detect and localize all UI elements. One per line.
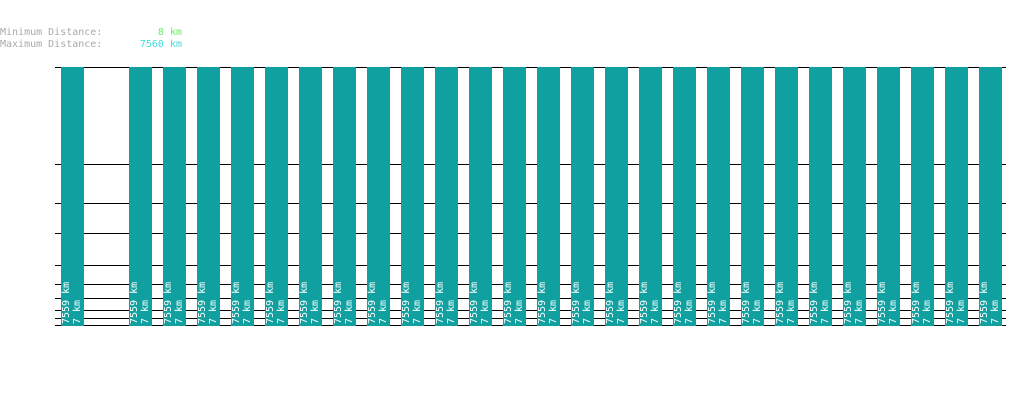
max-value: 7560 km: [140, 39, 182, 50]
value-label: 7559 km: [299, 282, 310, 324]
value-label: 7559 km: [707, 282, 718, 324]
base-label: 7 km: [242, 300, 253, 324]
base-label: 7 km: [344, 300, 355, 324]
value-label: 7559 km: [163, 282, 174, 324]
bar: [401, 67, 424, 326]
value-label: 7559 km: [469, 282, 480, 324]
bar: [673, 67, 696, 326]
value-label: 7559 km: [129, 282, 140, 324]
base-label: 7 km: [820, 300, 831, 324]
base-label: 7 km: [854, 300, 865, 324]
base-label: 7 km: [72, 300, 83, 324]
min-label: Minimum Distance:: [0, 27, 102, 38]
bar: [265, 67, 288, 326]
value-label: 7559 km: [435, 282, 446, 324]
value-label: 7559 km: [367, 282, 378, 324]
value-label: 7559 km: [401, 282, 412, 324]
base-label: 7 km: [310, 300, 321, 324]
base-label: 7 km: [480, 300, 491, 324]
base-label: 7 km: [718, 300, 729, 324]
bar: [639, 67, 662, 326]
base-label: 7 km: [888, 300, 899, 324]
bar: [979, 67, 1002, 326]
bar: [707, 67, 730, 326]
base-label: 7 km: [378, 300, 389, 324]
bar: [843, 67, 866, 326]
value-label: 7559 km: [231, 282, 242, 324]
value-label: 7559 km: [571, 282, 582, 324]
value-label: 7559 km: [809, 282, 820, 324]
base-label: 7 km: [412, 300, 423, 324]
bar: [367, 67, 390, 326]
bar: [605, 67, 628, 326]
bar: [775, 67, 798, 326]
bar: [163, 67, 186, 326]
base-label: 7 km: [650, 300, 661, 324]
bar: [571, 67, 594, 326]
base-label: 7 km: [276, 300, 287, 324]
value-label: 7559 km: [503, 282, 514, 324]
value-label: 7559 km: [775, 282, 786, 324]
base-label: 7 km: [922, 300, 933, 324]
bar: [877, 67, 900, 326]
value-label: 7559 km: [945, 282, 956, 324]
base-label: 7 km: [990, 300, 1001, 324]
base-label: 7 km: [140, 300, 151, 324]
bar: [231, 67, 254, 326]
bar: [945, 67, 968, 326]
value-label: 7559 km: [843, 282, 854, 324]
bar: [537, 67, 560, 326]
value-label: 7559 km: [673, 282, 684, 324]
value-label: 7559 km: [333, 282, 344, 324]
value-label: 7559 km: [265, 282, 276, 324]
bar: [503, 67, 526, 326]
min-value: 8 km: [158, 27, 182, 38]
value-label: 7559 km: [61, 282, 72, 324]
bar: [333, 67, 356, 326]
value-label: 7559 km: [741, 282, 752, 324]
base-label: 7 km: [786, 300, 797, 324]
base-label: 7 km: [616, 300, 627, 324]
base-label: 7 km: [684, 300, 695, 324]
bar: [741, 67, 764, 326]
value-label: 7559 km: [877, 282, 888, 324]
value-label: 7559 km: [979, 282, 990, 324]
max-label: Maximum Distance:: [0, 39, 102, 50]
base-label: 7 km: [752, 300, 763, 324]
base-label: 7 km: [514, 300, 525, 324]
value-label: 7559 km: [197, 282, 208, 324]
bar: [197, 67, 220, 326]
bar: [469, 67, 492, 326]
base-label: 7 km: [548, 300, 559, 324]
bar: [129, 67, 152, 326]
value-label: 7559 km: [605, 282, 616, 324]
bar: [61, 67, 84, 326]
base-label: 7 km: [446, 300, 457, 324]
base-label: 7 km: [582, 300, 593, 324]
bar: [299, 67, 322, 326]
bar: [435, 67, 458, 326]
base-label: 7 km: [174, 300, 185, 324]
base-label: 7 km: [208, 300, 219, 324]
bar: [809, 67, 832, 326]
bar: [911, 67, 934, 326]
value-label: 7559 km: [639, 282, 650, 324]
value-label: 7559 km: [911, 282, 922, 324]
base-label: 7 km: [956, 300, 967, 324]
value-label: 7559 km: [537, 282, 548, 324]
